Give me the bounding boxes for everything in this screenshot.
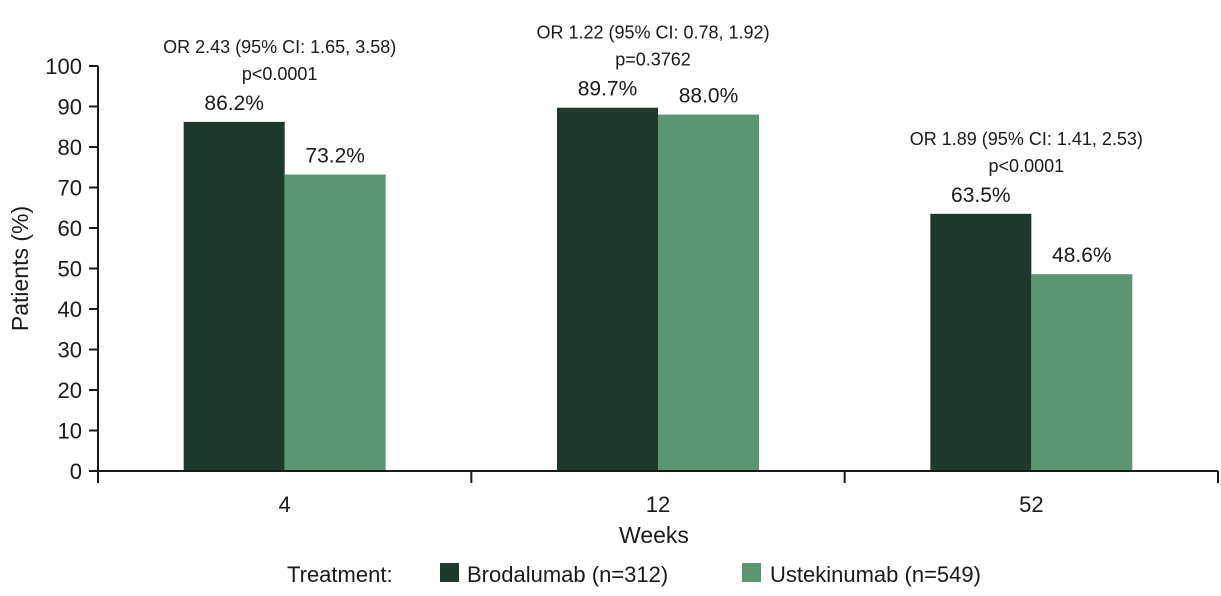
data-labels: 86.2% 73.2% 89.7% 88.0% 63.5% 48.6% — [204, 78, 1111, 267]
annotation-p-value: p<0.0001 — [989, 156, 1065, 176]
annotation-or-line: OR 1.89 (95% CI: 1.41, 2.53) — [910, 129, 1143, 149]
data-label: 63.5% — [951, 184, 1011, 207]
y-tick-label: 40 — [58, 297, 82, 322]
y-tick-label: 20 — [58, 378, 82, 403]
y-tick-label: 60 — [58, 216, 82, 241]
legend-title: Treatment: — [287, 562, 393, 587]
x-axis-title: Weeks — [619, 522, 689, 548]
x-tick-label: 52 — [1019, 492, 1043, 517]
data-label: 88.0% — [679, 85, 739, 108]
data-label: 89.7% — [578, 78, 638, 101]
y-tick-label: 90 — [58, 95, 82, 120]
bar-ustekinumab-week-12 — [658, 114, 759, 471]
legend-label-ustekinumab: Ustekinumab (n=549) — [770, 562, 981, 587]
y-tick-label: 80 — [58, 135, 82, 160]
y-tick-label: 70 — [58, 176, 82, 201]
legend: Treatment: Brodalumab (n=312) Ustekinuma… — [287, 562, 981, 587]
bar-brodalumab-week-52 — [930, 213, 1032, 471]
x-ticks: 4 12 52 — [279, 471, 1219, 517]
y-tick-label: 0 — [70, 459, 82, 484]
annotation-or-line: OR 2.43 (95% CI: 1.65, 3.58) — [163, 37, 396, 57]
annotations: OR 2.43 (95% CI: 1.65, 3.58) p<0.0001 OR 1… — [163, 23, 1143, 176]
y-ticks: 0 10 20 30 40 50 60 70 80 90 100 — [45, 54, 98, 484]
x-tick-label: 4 — [279, 492, 291, 517]
legend-swatch-brodalumab — [440, 563, 459, 582]
y-axis-title: Patients (%) — [7, 206, 33, 331]
annotation-or-line: OR 1.22 (95% CI: 0.78, 1.92) — [536, 23, 769, 43]
bar-brodalumab-week-4 — [183, 121, 285, 471]
axes-layer — [97, 66, 1218, 483]
bar-ustekinumab-week-4 — [284, 174, 386, 472]
data-label: 73.2% — [305, 145, 365, 168]
bar-ustekinumab-week-52 — [1031, 274, 1133, 471]
legend-label-brodalumab: Brodalumab (n=312) — [467, 562, 668, 587]
annotation-p-value: p=0.3762 — [615, 50, 691, 70]
x-tick-label: 12 — [646, 492, 670, 517]
bar-brodalumab-week-12 — [557, 107, 658, 471]
legend-swatch-ustekinumab — [742, 563, 761, 582]
data-label: 86.2% — [204, 92, 264, 115]
data-label: 48.6% — [1052, 244, 1112, 267]
y-tick-label: 10 — [58, 419, 82, 444]
y-tick-label: 50 — [58, 257, 82, 282]
y-tick-label: 100 — [45, 54, 82, 79]
annotation-p-value: p<0.0001 — [242, 64, 318, 84]
y-tick-label: 30 — [58, 338, 82, 363]
bars-layer — [183, 107, 1133, 472]
